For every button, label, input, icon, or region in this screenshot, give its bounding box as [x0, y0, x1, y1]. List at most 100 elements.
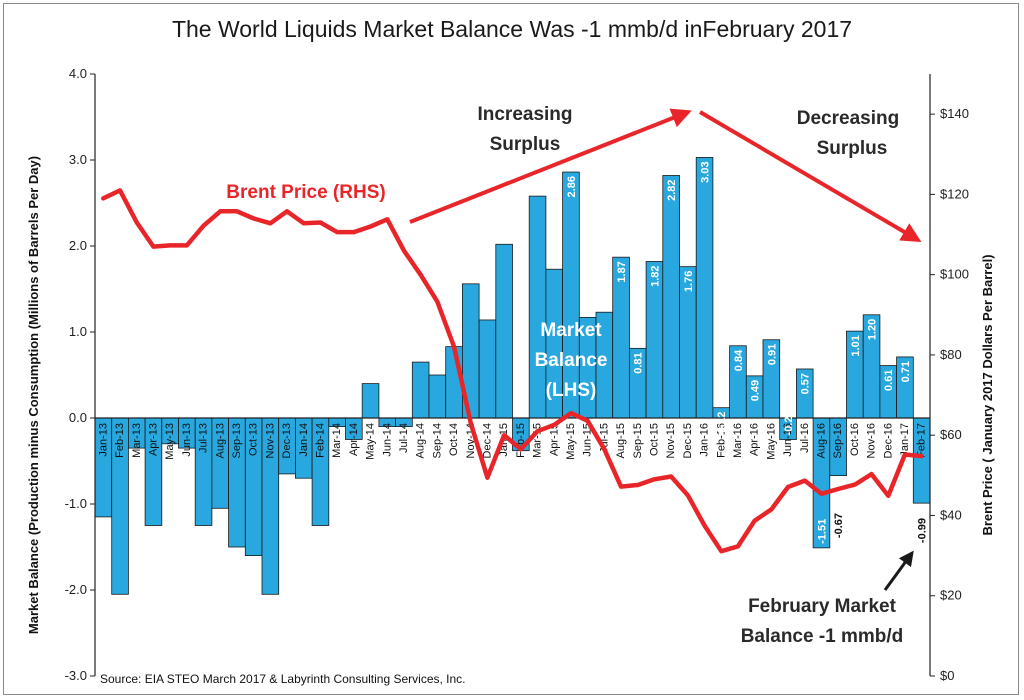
- bar-data-label: 0.12: [716, 412, 728, 433]
- x-tick-label: May-14: [365, 423, 377, 460]
- x-tick-label: Dec-15: [682, 423, 694, 458]
- y-tick-label: 1.0: [69, 324, 87, 339]
- bar-series: [94, 157, 931, 595]
- y-tick-label: 0.0: [69, 410, 87, 425]
- x-tick-label: Sep-15: [632, 423, 644, 458]
- y2-tick-label: $60: [940, 427, 962, 442]
- bar-data-label: 1.76: [683, 271, 695, 292]
- x-tick-label: Jul-14: [398, 423, 410, 453]
- x-tick-label: Oct-16: [849, 423, 861, 456]
- y2-tick-label: $40: [940, 507, 962, 522]
- data-labels: 2.86 1.87 0.81 1.82 2.82 1.76 3.03 0.12 0.84 0.49…: [566, 161, 929, 543]
- x-tick-label: Jun-15: [582, 423, 594, 457]
- source-note: Source: EIA STEO March 2017 & Labyrinth …: [100, 672, 466, 686]
- brent-line-layer: [101, 188, 924, 554]
- x-tick-label: Jun-13: [181, 423, 193, 457]
- y2-tick-label: $140: [940, 106, 969, 121]
- bar-data-label: 0.57: [800, 373, 812, 394]
- x-tick-label: Jan-13: [97, 423, 109, 457]
- x-tick-label: Jan-17: [899, 423, 911, 457]
- decreasing-surplus-label-1: Decreasing: [797, 108, 899, 129]
- february-market-label-2: Balance -1 mmb/d: [741, 626, 904, 647]
- brent-price-label: Brent Price (RHS): [226, 182, 385, 203]
- bar-data-label: 0.71: [900, 361, 912, 382]
- y2-tick-label: $100: [940, 267, 969, 282]
- bar: [695, 157, 714, 419]
- x-tick-label: Jun-16: [782, 423, 794, 457]
- bar: [662, 175, 680, 419]
- x-tick-label: Aug-16: [815, 423, 827, 458]
- x-tick-label: Dec-14: [481, 423, 493, 458]
- x-tick-label: Feb-16: [715, 423, 727, 458]
- x-tick-label: Nov-16: [866, 423, 878, 458]
- bar-data-label: 2.86: [566, 176, 578, 197]
- bar-data-label: 0.81: [633, 352, 645, 373]
- y-tick-label: -1.0: [65, 496, 87, 511]
- x-tick-label: Sep-13: [231, 423, 243, 458]
- bar-data-label: -0.67: [833, 513, 845, 538]
- bar-data-label: -1.51: [816, 519, 828, 544]
- x-tick-label: Sep-14: [431, 423, 443, 458]
- x-tick-label: Feb-15: [515, 423, 527, 458]
- x-tick-label: Sep-16: [832, 423, 844, 458]
- x-tick-label: Mar-14: [331, 423, 343, 458]
- x-tick-label: Jan-16: [699, 423, 711, 457]
- x-tick-label: May-16: [765, 423, 777, 460]
- x-tick-label: Apr-14: [348, 423, 360, 456]
- bar-data-label: 0.91: [766, 344, 778, 365]
- bar-data-label: 1.87: [616, 261, 628, 282]
- x-tick-label: Oct-14: [448, 423, 460, 456]
- x-tick-label: Aug-15: [615, 423, 627, 458]
- x-tick-label: Dec-13: [281, 423, 293, 458]
- y2-axis-title: Brent Price ( January 2017 Dollars Per B…: [980, 254, 995, 535]
- y-tick-label: -3.0: [65, 668, 87, 683]
- chart-title: The World Liquids Market Balance Was -1 …: [171, 16, 853, 42]
- bar-data-label: 1.20: [867, 319, 879, 340]
- y2-tick-label: $20: [940, 588, 962, 603]
- x-tick-label: Jun-14: [381, 423, 393, 457]
- x-tick-label: Feb-17: [916, 423, 928, 458]
- bar-data-label: 0.49: [750, 380, 762, 401]
- bar: [428, 374, 447, 419]
- x-tick-label: Jul-13: [198, 423, 210, 453]
- february-market-label-1: February Market: [748, 596, 897, 617]
- x-tick-label: Jul-16: [799, 423, 811, 453]
- x-tick-label: Nov-13: [264, 423, 276, 458]
- x-tick-label: May-15: [565, 423, 577, 460]
- bar-data-label: -0.25: [783, 410, 795, 435]
- bar-data-label: 1.82: [649, 265, 661, 286]
- x-tick-label: Aug-14: [415, 423, 427, 458]
- increasing-surplus-label-2: Surplus: [490, 134, 561, 155]
- bar: [478, 319, 497, 419]
- y2-tick-label: $80: [940, 347, 962, 362]
- x-tick-label: Apr-16: [749, 423, 761, 456]
- market-balance-label-2: Balance: [535, 350, 608, 371]
- x-tick-label: Apr-13: [147, 423, 159, 456]
- y-axis-title: Market Balance (Production minus Consump…: [26, 156, 41, 634]
- market-balance-label-3: (LHS): [546, 380, 597, 401]
- y2-tick-label: $120: [940, 186, 969, 201]
- bar: [495, 243, 513, 419]
- y-tick-label: 2.0: [69, 238, 87, 253]
- decreasing-surplus-label-2: Surplus: [817, 138, 888, 159]
- bar-data-label: 1.01: [850, 335, 862, 356]
- bar-data-label: 3.03: [700, 161, 712, 182]
- y-tick-label: 4.0: [69, 66, 87, 81]
- y-tick-label: -2.0: [65, 582, 87, 597]
- bar: [411, 361, 430, 419]
- market-balance-label-1: Market: [540, 320, 602, 341]
- x-tick-label: Feb-14: [314, 423, 326, 458]
- x-tick-label: Nov-15: [665, 423, 677, 458]
- y2-tick-label: $0: [940, 668, 954, 683]
- x-tick-label: Jan-14: [298, 423, 310, 457]
- increasing-surplus-label-1: Increasing: [477, 104, 572, 125]
- bar-data-label: 2.82: [666, 179, 678, 200]
- x-tick-label: Mar-16: [732, 423, 744, 458]
- brent-price-line: [101, 188, 924, 554]
- x-tick-label: May-13: [164, 423, 176, 460]
- increasing-arrow: [409, 108, 692, 224]
- decreasing-arrow: [698, 110, 922, 243]
- x-tick-label: Dec-16: [882, 423, 894, 458]
- bar-data-label: 0.84: [733, 349, 745, 371]
